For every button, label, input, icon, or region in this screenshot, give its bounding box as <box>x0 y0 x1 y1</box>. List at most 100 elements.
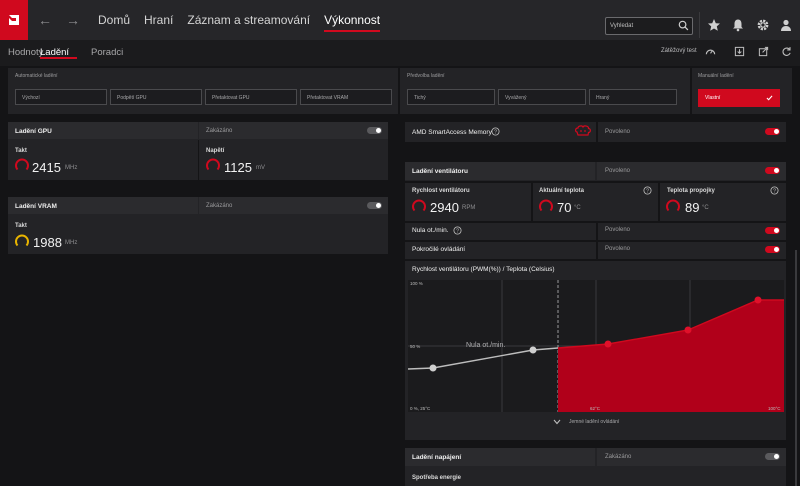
gpu-clock-label: Takt <box>15 148 27 154</box>
vram-clock-value: 1988 <box>33 235 62 250</box>
nav-home[interactable]: Domů <box>98 13 131 27</box>
zero-rpm-label: Nula ot./min. <box>412 227 449 234</box>
preset-rage-button[interactable]: Hraný <box>589 89 677 105</box>
gpu-voltage-value: 1125 <box>224 160 252 175</box>
junction-temp-gauge-icon <box>666 199 680 212</box>
custom-tuning-button[interactable]: Vlastní <box>698 89 780 107</box>
preset-tuning-section: Předvolba ladění Tichý Vyvážený Hraný <box>400 68 690 114</box>
fan-curve-svg[interactable] <box>407 280 784 412</box>
fan-curve-chart[interactable]: 100 % 50 % 0 %, 25°C 62°C 100°C Nula ot.… <box>407 280 784 412</box>
gear-icon[interactable] <box>756 18 770 32</box>
sam-title: AMD SmartAccess Memory <box>412 129 492 136</box>
curve-point-5[interactable] <box>754 296 762 304</box>
reset-icon[interactable] <box>781 46 792 57</box>
gpu-tuning-toggle[interactable] <box>367 127 382 134</box>
auto-tuning-section: Automatické ladění Výchozí Podpětí GPU P… <box>8 68 398 114</box>
preset-quiet-button[interactable]: Tichý <box>407 89 495 105</box>
svg-text:?: ? <box>773 189 776 195</box>
fine-tune-control-link[interactable]: Jemné ladění ovládání <box>569 419 620 425</box>
manual-tuning-label: Manuální ladění <box>698 73 734 79</box>
x-axis-max-label: 100°C <box>768 406 781 411</box>
power-tuning-toggle-row <box>597 448 786 466</box>
vram-tuning-toggle[interactable] <box>367 202 382 209</box>
export-icon[interactable] <box>758 46 769 57</box>
preset-balanced-button[interactable]: Vyvážený <box>498 89 586 105</box>
curve-point-2[interactable] <box>529 346 537 354</box>
fan-curve-title: Rychlost ventilátoru (PWM(%)) / Teplota … <box>412 266 555 273</box>
nav-gaming[interactable]: Hraní <box>144 13 174 27</box>
zero-rpm-toggle[interactable] <box>765 227 780 234</box>
junction-temp-unit: °C <box>702 205 709 211</box>
zero-rpm-curve-line <box>407 347 559 370</box>
fan-speed-unit: RPM <box>462 205 476 211</box>
curve-point-3[interactable] <box>604 340 612 348</box>
preset-overclock-vram-button[interactable]: Přetaktovat VRAM <box>300 89 392 105</box>
save-profile-icon[interactable] <box>734 46 745 57</box>
back-arrow-icon[interactable]: ← <box>38 12 52 28</box>
preset-tuning-label: Předvolba ladění <box>407 73 445 79</box>
preset-overclock-gpu-button[interactable]: Přetaktovat GPU <box>205 89 297 105</box>
sub-navigation-bar <box>0 40 800 66</box>
star-icon[interactable] <box>707 18 721 32</box>
forward-arrow-icon[interactable]: → <box>66 12 80 28</box>
tab-tuning[interactable]: Ladění <box>40 47 70 58</box>
chevron-down-icon[interactable] <box>553 419 561 425</box>
advanced-control-state: Povoleno <box>605 246 631 252</box>
advanced-control-bottom-divider <box>405 259 786 261</box>
tab-metrics[interactable]: Hodnoty <box>8 47 44 58</box>
power-tuning-state: Zakázáno <box>605 454 632 460</box>
sam-divider <box>596 122 598 142</box>
toolbar-divider <box>699 12 700 38</box>
sam-toggle[interactable] <box>765 128 780 135</box>
current-temp-unit: °C <box>574 205 581 211</box>
fan-tuning-title: Ladění ventilátoru <box>412 168 468 175</box>
bell-icon[interactable] <box>731 18 745 32</box>
gpu-tuning-state: Zakázáno <box>206 128 233 134</box>
fan-tuning-toggle[interactable] <box>765 167 780 174</box>
power-tuning-header <box>405 448 595 466</box>
advanced-control-toggle[interactable] <box>765 246 780 253</box>
fan-tuning-header <box>405 162 595 180</box>
curve-point-4[interactable] <box>684 326 692 334</box>
curve-point-1[interactable] <box>429 364 437 372</box>
scrollbar[interactable] <box>795 250 797 486</box>
custom-tuning-label: Vlastní <box>705 95 721 101</box>
zero-rpm-divider <box>596 223 598 240</box>
vram-clock-unit: MHz <box>65 240 78 246</box>
speedometer-icon[interactable] <box>705 46 716 57</box>
user-icon[interactable] <box>779 18 793 32</box>
vram-clock-label: Takt <box>15 223 27 229</box>
gpu-voltage-label: Napětí <box>206 148 225 154</box>
fan-tuning-state: Povoleno <box>605 168 631 174</box>
auto-tuning-label: Automatické ladění <box>15 73 58 79</box>
zero-rpm-state: Povoleno <box>605 227 631 233</box>
junction-temp-info-icon[interactable]: ? <box>770 186 779 195</box>
current-temp-label: Aktuální teplota <box>539 188 585 194</box>
smartaccess-memory-icon <box>575 125 591 136</box>
nav-record-stream[interactable]: Záznam a streamování <box>187 13 311 27</box>
nav-performance[interactable]: Výkonnost <box>324 13 381 32</box>
vram-tuning-title: Ladění VRAM <box>15 203 57 210</box>
info-icon[interactable]: ? <box>491 127 500 136</box>
fan-stats-divider <box>405 221 786 223</box>
gpu-tuning-toggle-row <box>199 122 388 139</box>
sam-state: Povoleno <box>605 129 631 135</box>
gpu-tuning-title: Ladění GPU <box>15 128 52 135</box>
svg-text:?: ? <box>456 229 459 235</box>
vram-tuning-header <box>8 197 198 214</box>
preset-undervolt-button[interactable]: Podpětí GPU <box>110 89 202 105</box>
junction-temp-value: 89 <box>685 200 700 215</box>
zero-rpm-info-icon[interactable]: ? <box>453 226 462 235</box>
stress-test-link[interactable]: Zátěžový test <box>661 48 697 54</box>
current-temp-info-icon[interactable]: ? <box>643 186 652 195</box>
tab-advisors[interactable]: Poradci <box>91 47 124 58</box>
search-input[interactable]: Vyhledat <box>605 17 693 35</box>
power-tuning-toggle[interactable] <box>765 453 780 460</box>
junction-temp-label: Teplota propojky <box>667 188 715 194</box>
preset-default-button[interactable]: Výchozí <box>15 89 107 105</box>
gpu-panel-divider <box>198 140 199 180</box>
vram-clock-gauge-icon <box>15 234 29 247</box>
fan-header-divider <box>405 181 786 183</box>
amd-logo[interactable] <box>0 0 28 40</box>
fan-speed-label: Rychlost ventilátoru <box>412 188 470 194</box>
